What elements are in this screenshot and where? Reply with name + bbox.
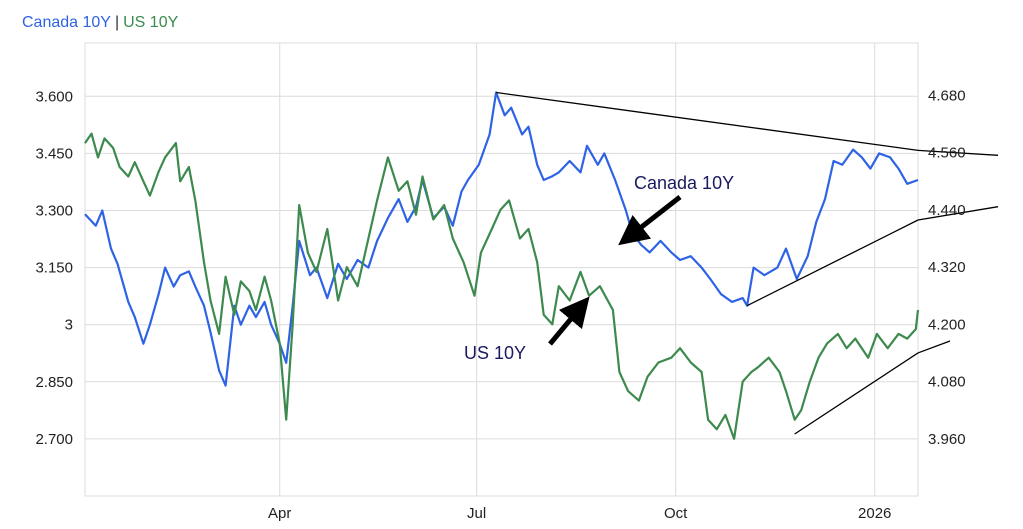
x-tick-label: Jul <box>467 505 486 522</box>
us-support-trendline <box>794 352 919 435</box>
y-left-tick-label: 2.850 <box>35 374 73 391</box>
x-tick-label: Apr <box>268 505 291 522</box>
tick-labels: 2.700 2.850 3 3.150 3.300 3.450 3.600 3.960 4.08… <box>35 87 965 522</box>
us-10y-line[interactable] <box>84 132 920 440</box>
us-support-trendline-ext <box>917 340 951 354</box>
y-right-tick-label: 4.200 <box>928 316 966 333</box>
y-left-tick-label: 3 <box>65 317 73 334</box>
annotation-canada: Canada 10Y <box>634 173 734 193</box>
annotations: Canada 10Y US 10Y <box>464 173 734 363</box>
grid <box>84 42 919 497</box>
y-right-tick-label: 4.680 <box>928 87 966 104</box>
y-left-tick-label: 3.300 <box>35 202 73 219</box>
canada-support-trendline-ext <box>917 206 999 221</box>
y-right-tick-label: 4.560 <box>928 145 966 162</box>
canada-10y-line[interactable] <box>84 91 919 387</box>
y-left-tick-label: 3.450 <box>35 145 73 162</box>
legend-separator: | <box>114 14 120 31</box>
canada-resistance-trendline <box>496 91 919 151</box>
legend-canada[interactable]: Canada 10Y <box>22 14 111 31</box>
chart-legend: Canada 10Y | US 10Y <box>22 14 178 32</box>
annotation-us: US 10Y <box>464 343 526 363</box>
legend-us[interactable]: US 10Y <box>123 14 179 31</box>
arrow-canada <box>618 195 682 246</box>
y-right-tick-label: 4.080 <box>928 374 966 391</box>
y-left-tick-label: 2.700 <box>35 431 73 448</box>
canada-support-trendline <box>746 219 919 307</box>
canada-resistance-trendline-ext <box>917 149 999 156</box>
y-left-tick-label: 3.150 <box>35 260 73 277</box>
x-tick-label: 2026 <box>858 505 891 522</box>
y-right-tick-label: 3.960 <box>928 431 966 448</box>
y-right-tick-label: 4.440 <box>928 202 966 219</box>
y-right-tick-label: 4.320 <box>928 259 966 276</box>
y-left-tick-label: 3.600 <box>35 88 73 105</box>
arrow-us <box>548 296 590 346</box>
trend-lines <box>496 91 999 435</box>
plot-frame <box>84 42 919 497</box>
series-group <box>84 91 920 440</box>
x-tick-label: Oct <box>664 505 688 522</box>
